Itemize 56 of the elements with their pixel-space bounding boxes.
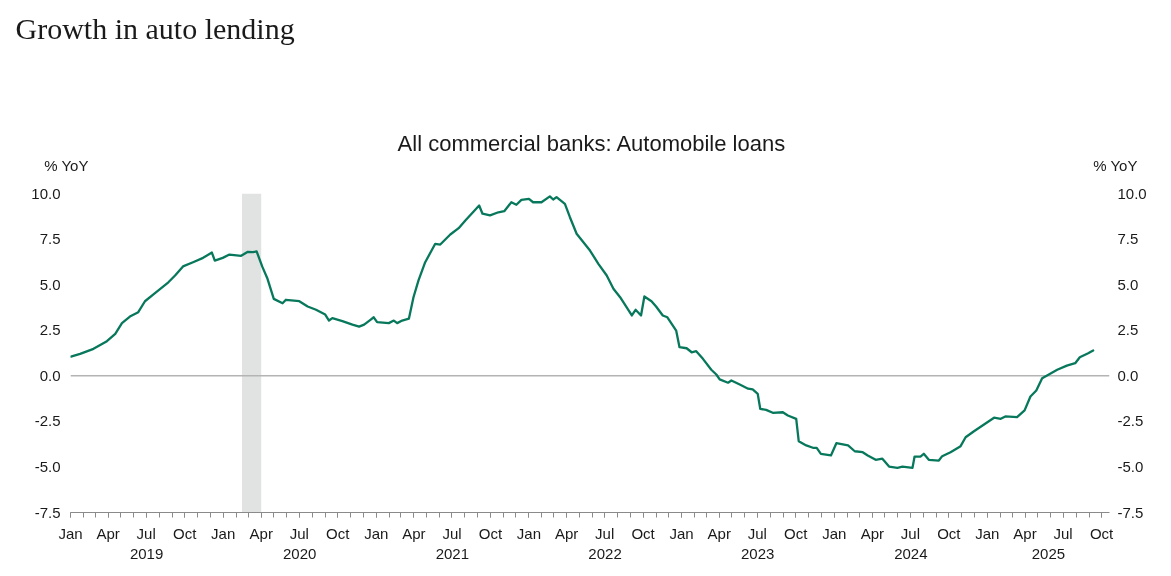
x2-tick-label: 2021 (435, 544, 470, 562)
y2-tick-label: -5.0 (1117, 457, 1144, 475)
y-tick-label: -5.0 (34, 457, 61, 475)
y2-tick-label: 10.0 (1117, 184, 1147, 202)
y-tick-label: -2.5 (34, 412, 61, 430)
x-tick-label: Jul (289, 524, 309, 542)
y2-tick-label: 0.0 (1117, 366, 1139, 384)
x-tick-label: Oct (937, 524, 962, 542)
x-tick-label: Jan (211, 524, 236, 542)
x-tick-label: Jul (1053, 524, 1073, 542)
y-tick-label: 0.0 (39, 366, 61, 384)
y2-tick-label: 5.0 (1117, 275, 1139, 293)
y-tick-label: 5.0 (39, 275, 61, 293)
x-tick-label: Jul (136, 524, 156, 542)
x-tick-label: Oct (173, 524, 198, 542)
y2-tick-label: 2.5 (1117, 321, 1139, 339)
x2-tick-label: 2020 (283, 544, 317, 562)
x-tick-label: Oct (631, 524, 656, 542)
x-tick-label: Apr (402, 524, 426, 542)
y-tick-label: -7.5 (34, 503, 61, 521)
x-tick-label: Jul (900, 524, 920, 542)
x-tick-label: Apr (249, 524, 273, 542)
x-tick-label: Jan (822, 524, 847, 542)
x-tick-label: Apr (707, 524, 731, 542)
x2-tick-label: 2022 (588, 544, 622, 562)
x-tick-label: Jan (516, 524, 542, 542)
y2-tick-label: -2.5 (1117, 412, 1144, 430)
y2-axis-title: % YoY (1093, 157, 1138, 174)
x-tick-label: Jan (975, 524, 1000, 542)
x-tick-label: Jul (442, 524, 462, 542)
line-series (70, 195, 1095, 469)
y-tick-label: 10.0 (31, 184, 61, 202)
x-tick-label: Oct (784, 524, 809, 542)
y2-tick-label: -7.5 (1117, 503, 1144, 521)
x2-tick-label: 2019 (129, 544, 164, 562)
y-axis-title: % YoY (44, 157, 89, 174)
x2-tick-label: 2024 (894, 544, 928, 562)
x-tick-label: Jan (58, 524, 83, 542)
x-tick-label: Jul (595, 524, 615, 542)
x-tick-label: Jul (747, 524, 767, 542)
y-tick-label: 2.5 (39, 321, 61, 339)
chart-title: Growth in auto lending (15, 12, 295, 45)
x-tick-label: Apr (554, 524, 579, 542)
x2-tick-label: 2025 (1031, 544, 1066, 562)
x-tick-label: Oct (326, 524, 351, 542)
x-tick-label: Apr (860, 524, 885, 542)
x-tick-label: Apr (96, 524, 120, 542)
x-tick-label: Jan (364, 524, 389, 542)
chart-subtitle: All commercial banks: Automobile loans (397, 131, 786, 156)
x2-tick-label: 2023 (741, 544, 775, 562)
y-tick-label: 7.5 (39, 230, 61, 248)
x-tick-label: Oct (1089, 524, 1115, 542)
y2-tick-label: 7.5 (1117, 230, 1139, 248)
x-tick-label: Jan (669, 524, 694, 542)
x-tick-label: Oct (478, 524, 503, 542)
x-tick-label: Apr (1013, 524, 1037, 542)
